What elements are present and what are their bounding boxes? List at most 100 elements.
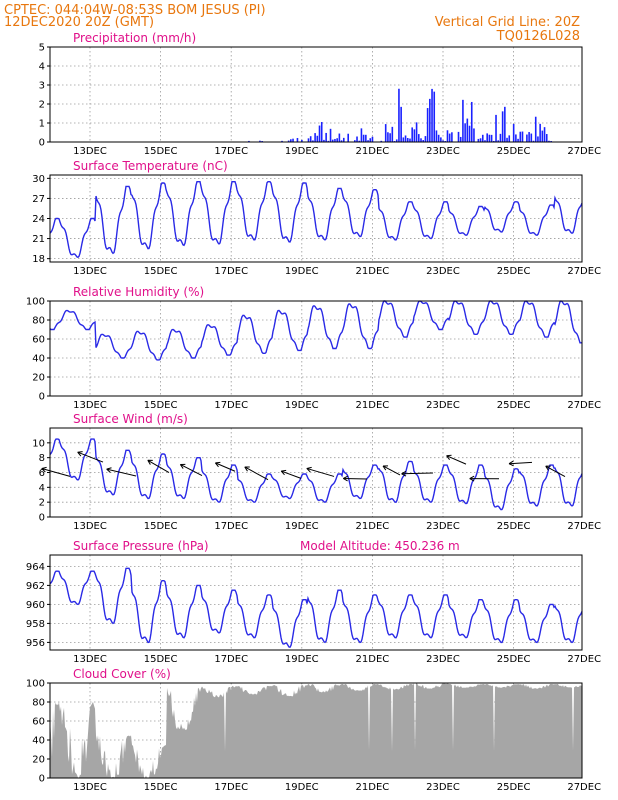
x-tick-label: 15DEC bbox=[144, 400, 178, 411]
wind-arrow bbox=[509, 461, 533, 465]
precip-bar bbox=[398, 88, 400, 142]
precip-bar bbox=[519, 131, 522, 142]
wind-arrow bbox=[147, 459, 170, 474]
x-tick-label: 17DEC bbox=[214, 782, 248, 793]
x-tick-label: 27DEC bbox=[567, 782, 601, 793]
precip-bar bbox=[484, 140, 486, 142]
x-tick-label: 13DEC bbox=[73, 266, 107, 277]
wind-arrow-head bbox=[214, 461, 221, 468]
y-tick-label: 3 bbox=[39, 81, 45, 92]
header-run-date: 12DEC2020 20Z (GMT) bbox=[4, 15, 154, 30]
precip-bar bbox=[309, 136, 312, 142]
precip-bar bbox=[517, 138, 519, 142]
x-tick-label: 13DEC bbox=[73, 400, 107, 411]
header-location: CPTEC: 044:04W-08:53S BOM JESUS (PI) bbox=[4, 3, 266, 18]
precip-bar bbox=[314, 133, 316, 142]
x-tick-label: 19DEC bbox=[285, 521, 319, 532]
wind-arrow bbox=[306, 467, 335, 477]
precip-bar bbox=[534, 116, 537, 142]
x-tick-label: 25DEC bbox=[497, 654, 531, 665]
y-tick-label: 80 bbox=[32, 316, 45, 327]
wind-arrow-head bbox=[306, 466, 312, 473]
x-tick-label: 21DEC bbox=[356, 266, 390, 277]
x-tick-label: 19DEC bbox=[285, 654, 319, 665]
x-tick-label: 21DEC bbox=[356, 146, 390, 157]
x-tick-label: 13DEC bbox=[73, 521, 107, 532]
precip-bar bbox=[354, 140, 356, 142]
wind-arrow-head bbox=[147, 459, 153, 465]
precip-bar bbox=[543, 127, 546, 142]
precip-bar bbox=[248, 140, 250, 142]
precip-bar bbox=[387, 132, 389, 142]
y-tick-label: 958 bbox=[26, 619, 45, 630]
precip-bar bbox=[380, 140, 383, 142]
y-tick-label: 0 bbox=[39, 513, 45, 524]
series-line bbox=[49, 567, 583, 648]
x-tick-label: 19DEC bbox=[285, 400, 319, 411]
panel-frame bbox=[49, 682, 583, 779]
x-tick-label: 15DEC bbox=[144, 654, 178, 665]
y-tick-label: 30 bbox=[32, 174, 45, 185]
precip-bar bbox=[451, 132, 453, 142]
precip-bar bbox=[331, 139, 334, 142]
x-tick-label: 27DEC bbox=[567, 400, 601, 411]
wind-arrow bbox=[382, 465, 401, 476]
x-tick-label: 15DEC bbox=[144, 782, 178, 793]
precip-bar bbox=[499, 133, 502, 142]
wind-arrow bbox=[343, 477, 368, 480]
precip-bar bbox=[424, 136, 427, 142]
panel-1: 0 1 2 3 4 5 13DEC 15DEC 17DEC 19DEC 21DEC 23DEC 25DE… bbox=[39, 31, 601, 157]
panel-frame bbox=[49, 554, 583, 651]
wind-arrow-head bbox=[508, 460, 514, 467]
y-tick-label: 100 bbox=[26, 679, 45, 690]
wind-arrow bbox=[215, 462, 236, 472]
precip-bar bbox=[371, 136, 374, 142]
x-tick-label: 21DEC bbox=[356, 400, 390, 411]
series-line bbox=[49, 181, 583, 259]
precip-bar bbox=[464, 123, 466, 142]
precip-bar bbox=[530, 133, 533, 142]
series-line bbox=[49, 300, 582, 361]
precip-bar bbox=[292, 138, 294, 142]
precip-bar bbox=[389, 133, 391, 142]
wind-arrow bbox=[106, 468, 137, 477]
precip-bar bbox=[433, 91, 436, 142]
precip-bar bbox=[537, 136, 539, 142]
series-line bbox=[49, 438, 583, 511]
precip-bar bbox=[259, 140, 261, 142]
y-tick-label: 21 bbox=[32, 234, 45, 245]
x-tick-label: 25DEC bbox=[497, 146, 531, 157]
precip-bar bbox=[490, 134, 493, 142]
wind-arrow-head bbox=[179, 463, 186, 469]
precip-bar bbox=[440, 137, 442, 142]
y-tick-label: 18 bbox=[32, 254, 45, 265]
precip-bar bbox=[384, 124, 387, 142]
precip-bar bbox=[422, 140, 425, 142]
precip-bar bbox=[325, 132, 327, 142]
y-tick-label: 8 bbox=[39, 453, 45, 464]
x-tick-label: 23DEC bbox=[426, 266, 460, 277]
wind-arrow-head bbox=[446, 454, 452, 460]
precip-bar bbox=[526, 134, 528, 142]
wind-arrow-head bbox=[41, 466, 47, 473]
precip-bar bbox=[488, 134, 491, 142]
x-tick-label: 25DEC bbox=[497, 782, 531, 793]
y-tick-label: 6 bbox=[39, 468, 45, 479]
x-tick-label: 25DEC bbox=[497, 521, 531, 532]
y-tick-label: 4 bbox=[39, 62, 45, 73]
y-tick-label: 24 bbox=[32, 214, 45, 225]
wind-arrow-head bbox=[280, 469, 287, 476]
y-tick-label: 80 bbox=[32, 698, 45, 709]
x-tick-label: 17DEC bbox=[214, 146, 248, 157]
precip-bars bbox=[248, 88, 552, 142]
precip-bar bbox=[541, 130, 544, 142]
precip-bar bbox=[312, 140, 314, 142]
x-tick-label: 19DEC bbox=[285, 146, 319, 157]
precip-bar bbox=[435, 130, 438, 142]
precip-bar bbox=[501, 111, 504, 142]
precip-bar bbox=[479, 138, 482, 142]
x-tick-label: 13DEC bbox=[73, 146, 107, 157]
precip-bar bbox=[466, 118, 469, 142]
y-tick-label: 10 bbox=[32, 438, 45, 449]
wind-arrow bbox=[446, 455, 467, 465]
